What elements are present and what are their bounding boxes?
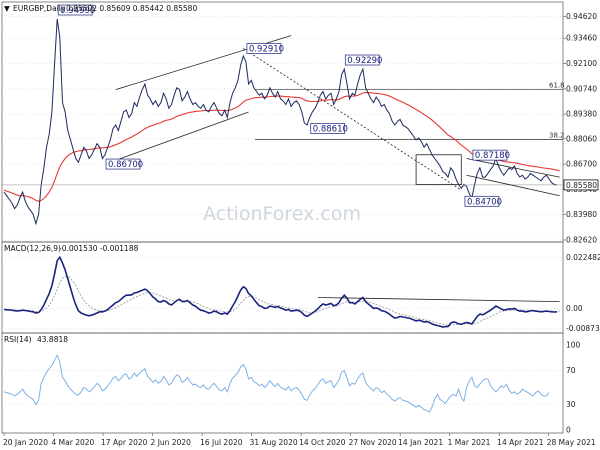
price-tick-label: 0.88060 xyxy=(566,134,597,143)
price-tick-label: 0.92100 xyxy=(566,59,597,68)
header-arrow-icon: ▼ xyxy=(4,4,10,13)
price-annotation-box xyxy=(105,158,141,170)
date-tick-label: 17 Apr 2020 xyxy=(101,438,148,447)
consolidation-box xyxy=(415,154,462,185)
date-tick-label: 20 Jan 2020 xyxy=(3,438,48,447)
current-price-box xyxy=(563,179,599,191)
date-tick-label: 1 Mar 2021 xyxy=(448,438,491,447)
price-annotation-label: 0.94990 xyxy=(60,6,95,16)
date-axis: 20 Jan 2020 4 Mar 2020 17 Apr 2020 2 Jun 20… xyxy=(3,433,596,447)
macd-tick-label: 0.022482 xyxy=(566,253,600,262)
trendline xyxy=(466,174,560,197)
date-tick-label: 28 May 2021 xyxy=(547,438,596,447)
price-tick-label: 0.93460 xyxy=(566,34,597,43)
macd-tick-label: -0.008736 xyxy=(566,324,600,333)
rsi-panel-frame xyxy=(1,332,564,434)
fibonacci-levels: 61.8 38.2 xyxy=(255,81,565,140)
price-tick-label: 0.94620 xyxy=(566,12,597,21)
macd-grid xyxy=(2,257,563,329)
price-tick-label: 0.90740 xyxy=(566,84,597,93)
date-tick-label: 14 Apr 2021 xyxy=(497,438,544,447)
symbol-label: EURGBP,Daily xyxy=(13,4,66,13)
date-tick-label: 16 Jul 2020 xyxy=(200,438,243,447)
price-tick-label: 0.82620 xyxy=(566,236,597,245)
price-tick-label: 0.86700 xyxy=(566,160,597,169)
date-tick-label: 27 Nov 2020 xyxy=(349,438,397,447)
current-price-label: 0.85580 xyxy=(566,181,597,190)
price-annotation-box xyxy=(472,149,508,161)
rsi-tick-label: 30 xyxy=(566,400,576,409)
trendline xyxy=(243,48,462,191)
macd-y-axis: 0.022482 0.00 -0.008736 xyxy=(566,253,600,333)
macd-series xyxy=(3,255,560,328)
price-annotation-box xyxy=(57,4,93,16)
price-annotation-label: 0.86700 xyxy=(108,160,143,170)
moving-average-line xyxy=(3,92,560,202)
rsi-line xyxy=(3,353,550,413)
trendline xyxy=(115,111,249,161)
price-annotation-box xyxy=(344,54,380,66)
rsi-tick-label: 100 xyxy=(566,341,581,350)
rsi-tick-label: 70 xyxy=(566,366,576,375)
price-annotation-label: 0.84700 xyxy=(467,197,502,207)
date-tick-label: 4 Mar 2020 xyxy=(52,438,95,447)
rsi-series xyxy=(3,353,550,413)
rsi-y-axis: 100 70 30 0 xyxy=(566,341,581,435)
fib-level-label: 38.2 xyxy=(549,131,565,139)
rsi-tick-label: 0 xyxy=(566,426,571,435)
price-tick-label: 0.89380 xyxy=(566,110,597,119)
price-annotation-box xyxy=(310,123,346,134)
rsi-label: RSI(14) xyxy=(4,335,32,344)
date-tick-label: 14 Jan 2021 xyxy=(398,438,443,447)
price-annotation-box xyxy=(246,43,282,54)
macd-header: MACD(12,26,9) -0.001530 -0.001188 xyxy=(4,244,139,253)
date-tick-label: 2 Jun 2020 xyxy=(151,438,192,447)
ohlc-values: 0.85502 0.85609 0.85442 0.85580 xyxy=(66,4,197,13)
rsi-grid xyxy=(2,370,563,405)
macd-line xyxy=(3,255,558,328)
price-header: ▼ EURGBP,Daily 0.85502 0.85609 0.85442 0… xyxy=(4,4,197,13)
fib-level-label: 61.8 xyxy=(549,81,565,89)
macd-values: -0.001530 -0.001188 xyxy=(59,244,139,253)
price-grid xyxy=(2,16,563,241)
date-tick-label: 14 Oct 2020 xyxy=(299,438,346,447)
macd-trendline xyxy=(317,297,560,302)
rsi-value: 43.8818 xyxy=(37,335,68,344)
trendline xyxy=(466,158,560,178)
price-y-axis: 0.94620 0.93460 0.92100 0.90740 0.89380 0.880… xyxy=(563,12,599,245)
price-annotation-label: 0.88610 xyxy=(313,125,348,135)
date-tick-label: 31 Aug 2020 xyxy=(250,438,298,447)
actionforex-watermark: ActionForex.com xyxy=(203,203,361,225)
price-tick-label: 0.83980 xyxy=(566,210,597,219)
price-annotation-label: 0.87180 xyxy=(475,151,510,161)
price-annotation-label: 0.92910 xyxy=(249,44,284,54)
price-annotation-box xyxy=(464,195,500,207)
rsi-header: RSI(14) 43.8818 xyxy=(4,335,68,344)
price-series xyxy=(2,18,563,226)
macd-signal-line xyxy=(3,275,560,326)
macd-tick-label: 0.00 xyxy=(566,304,583,313)
price-annotations: 0.94990 0.86700 0.92910 0.88610 0.92290 0.871… xyxy=(57,4,510,207)
price-annotation-label: 0.92290 xyxy=(347,56,382,66)
macd-label: MACD(12,26,9) xyxy=(4,244,61,253)
